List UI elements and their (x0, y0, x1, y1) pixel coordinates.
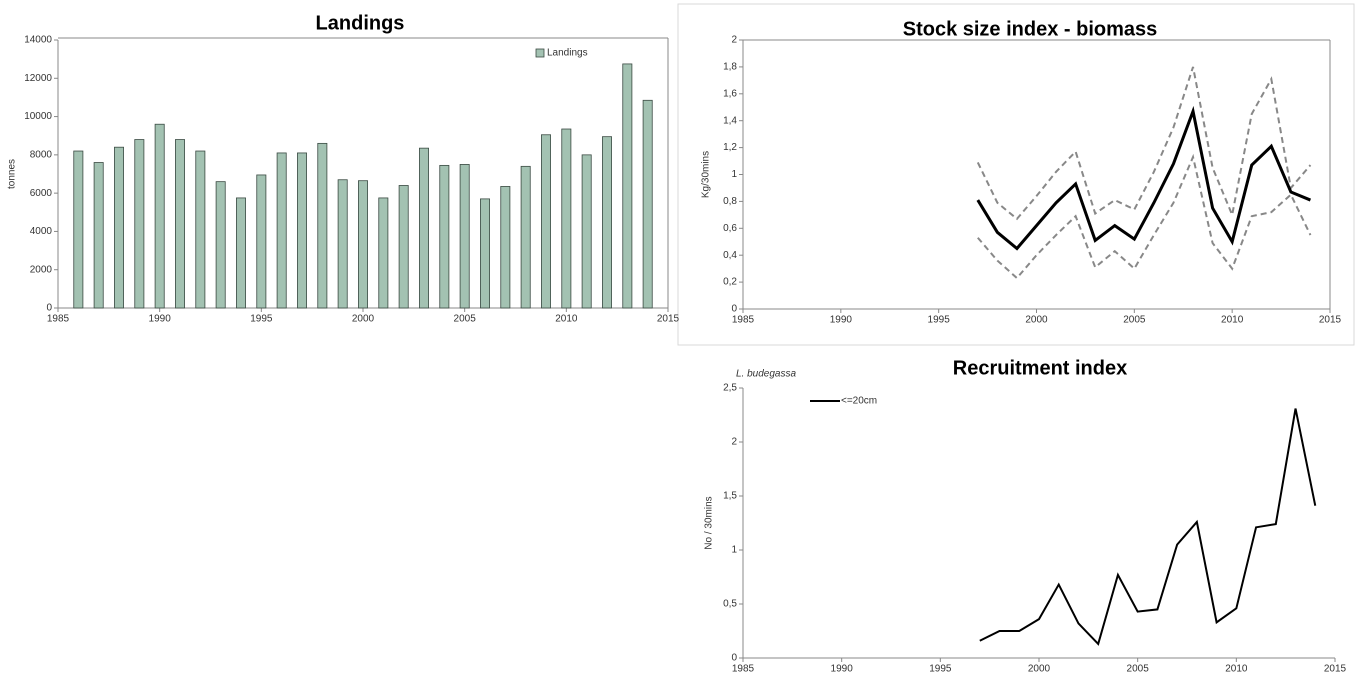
x-tick-label: 2005 (454, 314, 477, 325)
y-tick-label: 0 (46, 303, 52, 314)
bar (642, 99, 653, 309)
bar (134, 139, 145, 309)
bar (337, 179, 348, 309)
y-tick-label: 1 (731, 545, 737, 556)
y-tick-label: 1,6 (723, 88, 737, 99)
bar (358, 180, 368, 309)
bar (561, 128, 572, 309)
bar (459, 164, 470, 309)
bar (398, 185, 409, 309)
bar (256, 174, 267, 309)
bar (378, 197, 389, 309)
x-tick-label: 2010 (555, 314, 578, 325)
y-axis-label: No / 30mins (704, 496, 715, 549)
x-tick-label: 1995 (250, 314, 273, 325)
bar (602, 136, 612, 309)
x-tick-label: 1985 (47, 314, 70, 325)
x-tick-label: 2010 (1221, 315, 1244, 326)
x-tick-label: 1990 (831, 664, 854, 675)
x-tick-label: 2005 (1123, 315, 1146, 326)
line-series (979, 408, 1317, 646)
y-tick-label: 0,6 (723, 223, 737, 234)
x-tick-label: 2000 (1028, 664, 1051, 675)
bar (215, 181, 226, 309)
y-tick-label: 10000 (24, 111, 52, 122)
y-tick-label: 0 (731, 304, 737, 315)
chart-title: Landings (316, 12, 405, 34)
bar (236, 197, 246, 309)
bar (500, 186, 511, 309)
x-tick-label: 2000 (352, 314, 375, 325)
y-tick-label: 2 (731, 437, 737, 448)
bar (195, 150, 206, 309)
y-axis-label: tonnes (7, 159, 18, 189)
bar (93, 162, 104, 309)
bar (276, 152, 287, 309)
chart-frame (677, 3, 1355, 346)
y-tick-label: 1,8 (723, 62, 737, 73)
x-tick-label: 1985 (732, 664, 755, 675)
y-tick-label: 8000 (30, 149, 53, 160)
legend-swatch (535, 48, 545, 58)
bar (154, 123, 165, 309)
line-series (977, 153, 1312, 280)
bar (439, 164, 450, 309)
y-tick-label: 1 (731, 169, 737, 180)
bar (114, 146, 124, 309)
line-series (976, 66, 1312, 221)
bar (541, 134, 551, 309)
y-tick-label: 14000 (24, 35, 52, 46)
chart-title: Stock size index - biomass (903, 18, 1158, 40)
bar (73, 150, 84, 309)
x-tick-label: 2010 (1225, 664, 1248, 675)
bar (520, 165, 531, 309)
legend-label: <=20cm (841, 396, 877, 407)
x-tick-label: 2015 (1319, 315, 1342, 326)
bar (480, 198, 490, 309)
bar (175, 139, 185, 309)
x-tick-label: 2000 (1025, 315, 1048, 326)
y-tick-label: 1,2 (723, 142, 737, 153)
x-tick-label: 1990 (830, 315, 853, 326)
legend-label: Landings (547, 48, 588, 59)
line-series (976, 105, 1312, 251)
y-tick-label: 1,4 (723, 115, 737, 126)
bar (419, 147, 429, 309)
y-tick-label: 2000 (30, 264, 53, 275)
chart-title: Recruitment index (953, 357, 1127, 379)
y-tick-label: 2 (731, 35, 737, 46)
x-tick-label: 2005 (1127, 664, 1150, 675)
bar (317, 142, 328, 309)
y-tick-label: 0,5 (723, 599, 737, 610)
y-tick-label: 0,2 (723, 277, 737, 288)
x-tick-label: 1995 (929, 664, 952, 675)
y-tick-label: 12000 (24, 73, 52, 84)
x-tick-label: 1995 (928, 315, 951, 326)
x-tick-label: 2015 (657, 314, 680, 325)
y-tick-label: 0,4 (723, 250, 737, 261)
y-tick-label: 0 (731, 653, 737, 664)
annotation: L. budegassa (736, 369, 796, 380)
y-axis-label: Kg/30mins (701, 151, 712, 198)
y-tick-label: 1,5 (723, 491, 737, 502)
x-tick-label: 1990 (149, 314, 172, 325)
x-tick-label: 2015 (1324, 664, 1347, 675)
x-tick-label: 1985 (732, 315, 755, 326)
y-tick-label: 4000 (30, 226, 53, 237)
bar (622, 63, 633, 309)
y-tick-label: 6000 (30, 188, 53, 199)
y-tick-label: 2,5 (723, 383, 737, 394)
y-tick-label: 0,8 (723, 196, 737, 207)
bar (581, 154, 592, 309)
bar (297, 152, 307, 309)
